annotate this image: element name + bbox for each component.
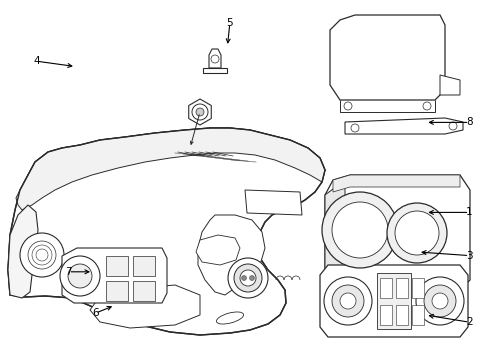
Circle shape bbox=[227, 258, 267, 298]
Circle shape bbox=[324, 277, 371, 325]
Text: 1: 1 bbox=[465, 207, 472, 217]
Polygon shape bbox=[332, 175, 459, 192]
Circle shape bbox=[321, 192, 397, 268]
Circle shape bbox=[422, 102, 430, 110]
Polygon shape bbox=[379, 278, 391, 298]
Circle shape bbox=[448, 122, 456, 130]
Polygon shape bbox=[8, 205, 38, 298]
Text: 5: 5 bbox=[226, 18, 233, 28]
Polygon shape bbox=[16, 128, 325, 210]
Text: 8: 8 bbox=[465, 117, 472, 127]
Polygon shape bbox=[188, 99, 211, 125]
Polygon shape bbox=[319, 265, 467, 337]
Polygon shape bbox=[203, 68, 226, 73]
Circle shape bbox=[386, 203, 446, 263]
Polygon shape bbox=[376, 273, 410, 329]
Polygon shape bbox=[411, 278, 423, 298]
Polygon shape bbox=[198, 215, 264, 295]
Circle shape bbox=[331, 202, 387, 258]
Polygon shape bbox=[208, 49, 221, 68]
Circle shape bbox=[240, 270, 256, 286]
Circle shape bbox=[423, 285, 455, 317]
Polygon shape bbox=[439, 75, 459, 95]
Circle shape bbox=[415, 277, 463, 325]
Polygon shape bbox=[339, 100, 434, 112]
Polygon shape bbox=[325, 175, 469, 290]
Polygon shape bbox=[244, 190, 302, 215]
Circle shape bbox=[339, 293, 355, 309]
Circle shape bbox=[343, 102, 351, 110]
Polygon shape bbox=[395, 278, 407, 298]
Text: 7: 7 bbox=[65, 267, 72, 277]
Circle shape bbox=[350, 124, 358, 132]
Polygon shape bbox=[345, 118, 462, 134]
Circle shape bbox=[431, 293, 447, 309]
Circle shape bbox=[241, 275, 246, 280]
Polygon shape bbox=[196, 235, 240, 265]
Polygon shape bbox=[133, 256, 155, 276]
Polygon shape bbox=[133, 281, 155, 301]
Polygon shape bbox=[379, 305, 391, 325]
Circle shape bbox=[249, 275, 254, 280]
Circle shape bbox=[394, 211, 438, 255]
Polygon shape bbox=[8, 128, 325, 335]
Circle shape bbox=[68, 264, 92, 288]
Polygon shape bbox=[106, 256, 128, 276]
Polygon shape bbox=[329, 15, 444, 100]
Circle shape bbox=[20, 233, 64, 277]
Polygon shape bbox=[106, 281, 128, 301]
Polygon shape bbox=[411, 305, 423, 325]
Circle shape bbox=[196, 108, 203, 116]
Text: 4: 4 bbox=[33, 56, 40, 66]
Circle shape bbox=[60, 256, 100, 296]
Text: 3: 3 bbox=[465, 251, 472, 261]
Polygon shape bbox=[90, 285, 200, 328]
Text: 2: 2 bbox=[465, 317, 472, 327]
Circle shape bbox=[192, 104, 207, 120]
Polygon shape bbox=[395, 305, 407, 325]
Circle shape bbox=[331, 285, 363, 317]
Circle shape bbox=[234, 264, 262, 292]
Text: 6: 6 bbox=[92, 308, 99, 318]
Polygon shape bbox=[325, 180, 345, 295]
Polygon shape bbox=[62, 248, 167, 303]
